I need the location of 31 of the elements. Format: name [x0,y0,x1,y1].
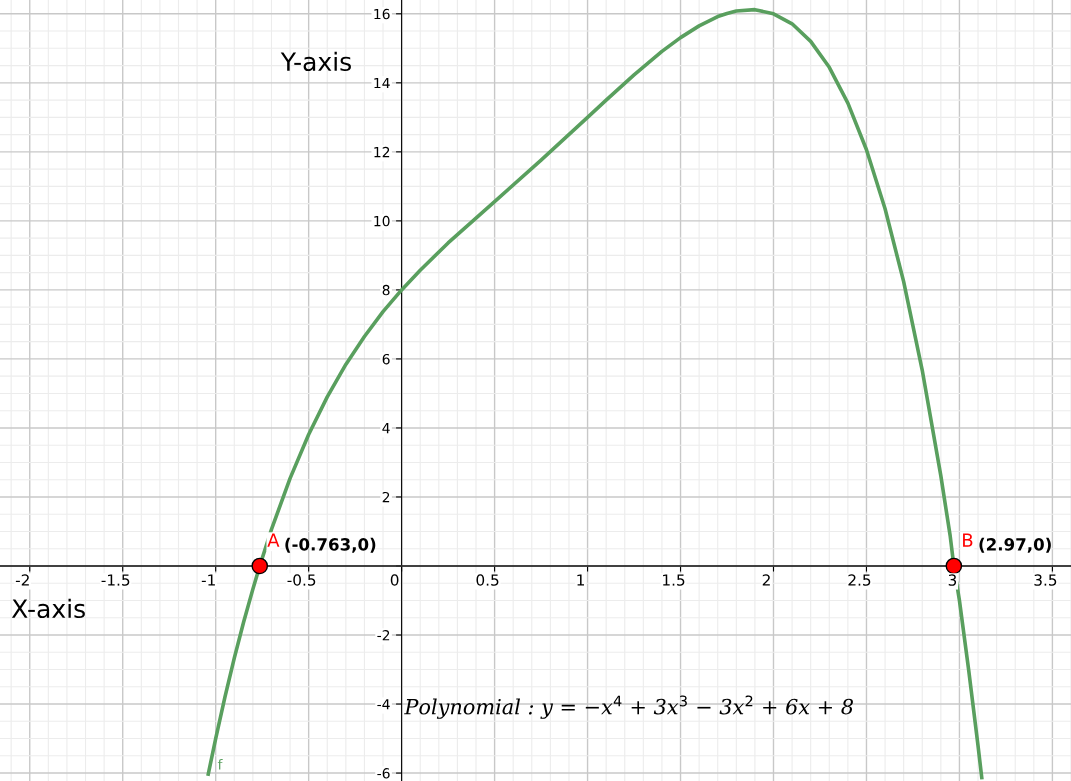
x-tick-label: 2 [762,574,770,586]
x-tick-label: 1.5 [663,574,685,586]
series-label: B [963,533,973,547]
x-axis-title: X-axis [11,598,85,619]
x-tick-label: 2.5 [848,574,871,586]
y-axis-title: Y-axis [280,51,351,72]
x-tick-label: 3 [948,574,957,586]
y-tick-label: 8 [382,284,390,296]
x-tick-label: -1 [201,574,215,586]
x-tick-label: -2 [15,574,29,586]
y-tick-label: 12 [374,146,390,158]
y-tick-label: 6 [382,353,390,365]
x-tick-label: 0 [390,574,399,586]
y-tick-label: -6 [377,768,390,779]
x-tick-label: 0.5 [476,574,499,586]
series-label: f [217,758,223,770]
series-label: A [267,533,280,547]
x-tick-label: 3.5 [1034,574,1057,586]
annotation: (2.97,0) [979,537,1051,553]
y-tick-label: 14 [374,77,390,89]
x-tick-label: -1.5 [101,574,130,586]
y-tick-label: 16 [374,8,390,20]
y-tick-label: 10 [374,215,390,227]
x-tick-label: 1 [577,574,585,586]
annotation: (-0.763,0) [285,537,376,553]
x-tick-label: -0.5 [287,574,316,586]
annotation: Polynomial : y = −x$^{4}$ + 3x$^{3}$ − 3x$^{2}$ + 6x + 8 [404,695,853,719]
y-tick-label: 2 [382,491,390,503]
y-tick-label: 4 [382,423,390,434]
y-tick-label: -4 [377,699,390,710]
y-tick-label: -2 [377,629,390,641]
